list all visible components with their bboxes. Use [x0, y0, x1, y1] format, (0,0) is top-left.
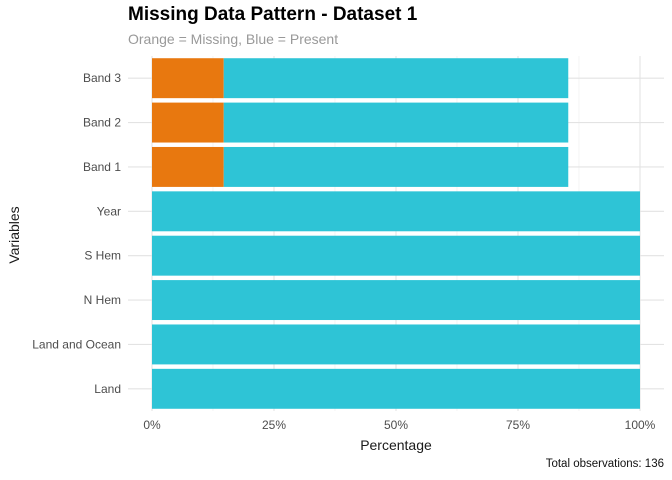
x-tick-label: 25% [262, 418, 286, 432]
bars-group [152, 58, 640, 409]
missing-bar [152, 102, 224, 143]
y-tick-label: S Hem [84, 249, 121, 263]
y-tick-label: Year [97, 204, 121, 218]
y-tick-label: Land and Ocean [32, 337, 121, 351]
x-tick-labels: 0% 25% 50% 75% 100% [143, 418, 655, 432]
present-bar [152, 368, 640, 409]
y-tick-label: N Hem [84, 293, 121, 307]
present-bar [152, 280, 640, 321]
chart-subtitle: Orange = Missing, Blue = Present [128, 31, 339, 47]
present-bar [152, 191, 640, 232]
x-tick-label: 0% [143, 418, 161, 432]
x-tick-label: 50% [384, 418, 408, 432]
y-axis-title: Variables [6, 206, 22, 263]
chart-title: Missing Data Pattern - Dataset 1 [128, 4, 418, 25]
x-tick-label: 75% [506, 418, 530, 432]
x-tick-label: 100% [625, 418, 656, 432]
y-tick-label: Land [94, 382, 121, 396]
missing-bar [152, 146, 224, 187]
chart-caption: Total observations: 136 [545, 458, 664, 470]
missing-bar [152, 58, 224, 99]
y-tick-labels: Land Land and Ocean N Hem S Hem Year Band 1 Ba… [32, 71, 121, 396]
present-bar [223, 58, 569, 99]
present-bar [152, 324, 640, 365]
y-tick-label: Band 3 [83, 71, 121, 85]
present-bar [223, 146, 569, 187]
y-tick-label: Band 1 [83, 160, 121, 174]
present-bar [223, 102, 569, 143]
present-bar [152, 235, 640, 276]
y-tick-label: Band 2 [83, 116, 121, 130]
x-axis-title: Percentage [360, 437, 432, 453]
